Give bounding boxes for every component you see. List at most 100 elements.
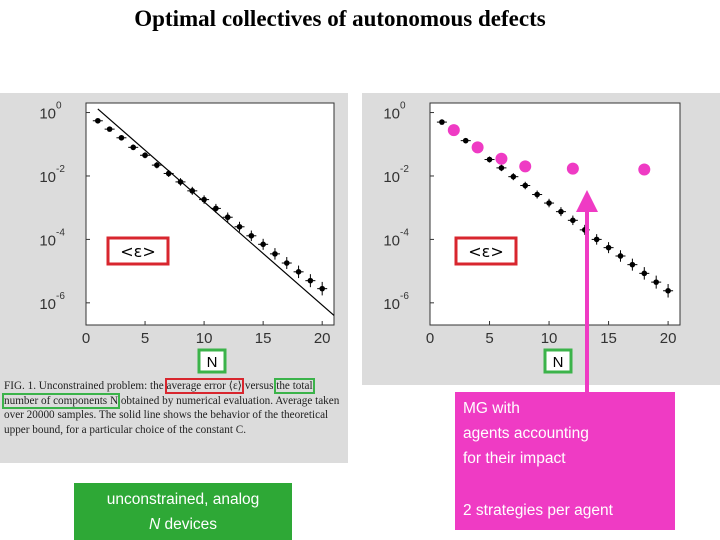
unconstrained-label-line1: unconstrained, analog — [106, 491, 260, 508]
data-point — [665, 287, 671, 294]
x-tick-label: 20 — [314, 330, 331, 347]
figure-caption: FIG. 1. Unconstrained problem: the avera… — [2, 378, 346, 437]
x-tick-label: 15 — [600, 330, 617, 347]
data-point — [581, 227, 588, 233]
data-point — [189, 188, 196, 194]
y-tick-label: 10 — [383, 232, 400, 249]
data-point — [319, 285, 325, 292]
caption-rest: obtained by numerical evaluation. Averag… — [4, 394, 340, 436]
y-tick-exponent: -2 — [56, 164, 65, 175]
data-point — [593, 236, 600, 243]
x-tick-label: 10 — [196, 330, 213, 347]
data-point — [462, 137, 469, 144]
caption-mid: versus — [244, 380, 274, 392]
data-point — [224, 214, 231, 221]
x-tick-label: 0 — [82, 330, 90, 347]
data-point — [154, 162, 160, 168]
x-tick-label: 10 — [541, 330, 558, 347]
page-title: Optimal collectives of autonomous defect… — [134, 6, 546, 31]
mg-label-line1: MG with — [463, 400, 520, 417]
unconstrained-label: unconstrained, analog N devices — [74, 483, 292, 540]
y-tick-exponent: -2 — [400, 164, 409, 175]
caption-prefix: FIG. 1. Unconstrained problem: the — [4, 380, 164, 392]
y-tick-label: 10 — [39, 232, 56, 249]
x-tick-label: 5 — [141, 330, 149, 347]
data-point — [177, 179, 184, 185]
data-point — [510, 173, 517, 180]
mg-data-point — [638, 163, 651, 176]
plot-area — [85, 102, 335, 326]
x-axis-label: N — [553, 354, 564, 371]
data-point — [439, 119, 445, 125]
data-point — [165, 170, 172, 177]
data-point — [283, 260, 290, 266]
unconstrained-label-line2: N devices — [74, 512, 292, 537]
mg-label: MG with agents accounting for their impa… — [455, 392, 675, 530]
data-point — [558, 208, 564, 215]
plot-area — [429, 102, 681, 326]
y-label-box — [106, 236, 170, 266]
mg-data-point — [519, 160, 532, 173]
data-point — [272, 251, 278, 257]
y-tick-label: 10 — [383, 106, 400, 123]
x-label-box — [543, 348, 573, 374]
data-point — [307, 277, 314, 284]
mg-label-strategies: 2 strategies per agent — [463, 502, 613, 519]
mg-data-point — [447, 124, 460, 137]
data-point — [95, 117, 101, 124]
y-tick-label: 10 — [383, 296, 400, 313]
y-tick-label: 10 — [39, 169, 56, 186]
x-axis-label: N — [207, 354, 218, 371]
mg-data-point — [471, 141, 484, 154]
data-point — [629, 261, 636, 268]
data-point — [522, 182, 529, 189]
data-point — [570, 217, 576, 224]
data-point — [295, 269, 302, 275]
data-point — [617, 253, 624, 259]
y-axis-label: <ε> — [120, 242, 155, 261]
x-tick-label: 15 — [255, 330, 272, 347]
y-tick-label: 10 — [383, 169, 400, 186]
y-tick-exponent: -4 — [400, 227, 409, 238]
caption-highlight-error: average error ⟨ε⟩ — [164, 378, 245, 394]
y-tick-exponent: -4 — [56, 227, 65, 238]
data-point — [236, 223, 243, 230]
y-tick-exponent: -6 — [400, 291, 409, 302]
data-point — [641, 270, 648, 277]
mg-label-line2: agents accounting — [463, 425, 589, 442]
y-tick-exponent: 0 — [400, 101, 406, 112]
right-chart-panel: 0 5 10 15 20 10 0 10 -2 10 -4 10 -6 <ε> N — [362, 93, 720, 385]
data-point — [605, 244, 612, 251]
italic-n: N — [148, 516, 161, 533]
y-axis-label: <ε> — [468, 242, 503, 261]
mg-data-point — [495, 152, 508, 165]
caption-highlight-components: the total number of components N — [2, 378, 315, 409]
y-tick-exponent: -6 — [56, 291, 65, 302]
y-tick-exponent: 0 — [56, 101, 62, 112]
data-point — [142, 152, 148, 159]
y-tick-label: 10 — [39, 106, 56, 123]
data-point — [486, 156, 493, 163]
data-point — [213, 205, 219, 212]
data-point — [248, 232, 255, 239]
x-label-box — [197, 348, 227, 374]
data-point — [106, 126, 113, 132]
data-point — [653, 279, 659, 285]
devices-text: devices — [160, 516, 218, 533]
x-tick-label: 20 — [660, 330, 677, 347]
mg-data-point — [566, 162, 579, 175]
data-point — [498, 165, 505, 171]
x-tick-label: 5 — [485, 330, 493, 347]
mg-label-line3: for their impact — [463, 450, 566, 467]
y-tick-label: 10 — [39, 296, 56, 313]
data-point — [546, 200, 552, 206]
y-label-box — [454, 236, 518, 266]
data-point — [201, 196, 207, 203]
x-tick-label: 0 — [426, 330, 434, 347]
data-point — [260, 241, 266, 248]
left-chart-panel: 0 5 10 15 20 10 0 10 -2 10 -4 10 -6 <ε> N FIG. 1. Unco… — [0, 93, 348, 463]
data-point — [118, 134, 125, 141]
data-point — [130, 144, 137, 151]
